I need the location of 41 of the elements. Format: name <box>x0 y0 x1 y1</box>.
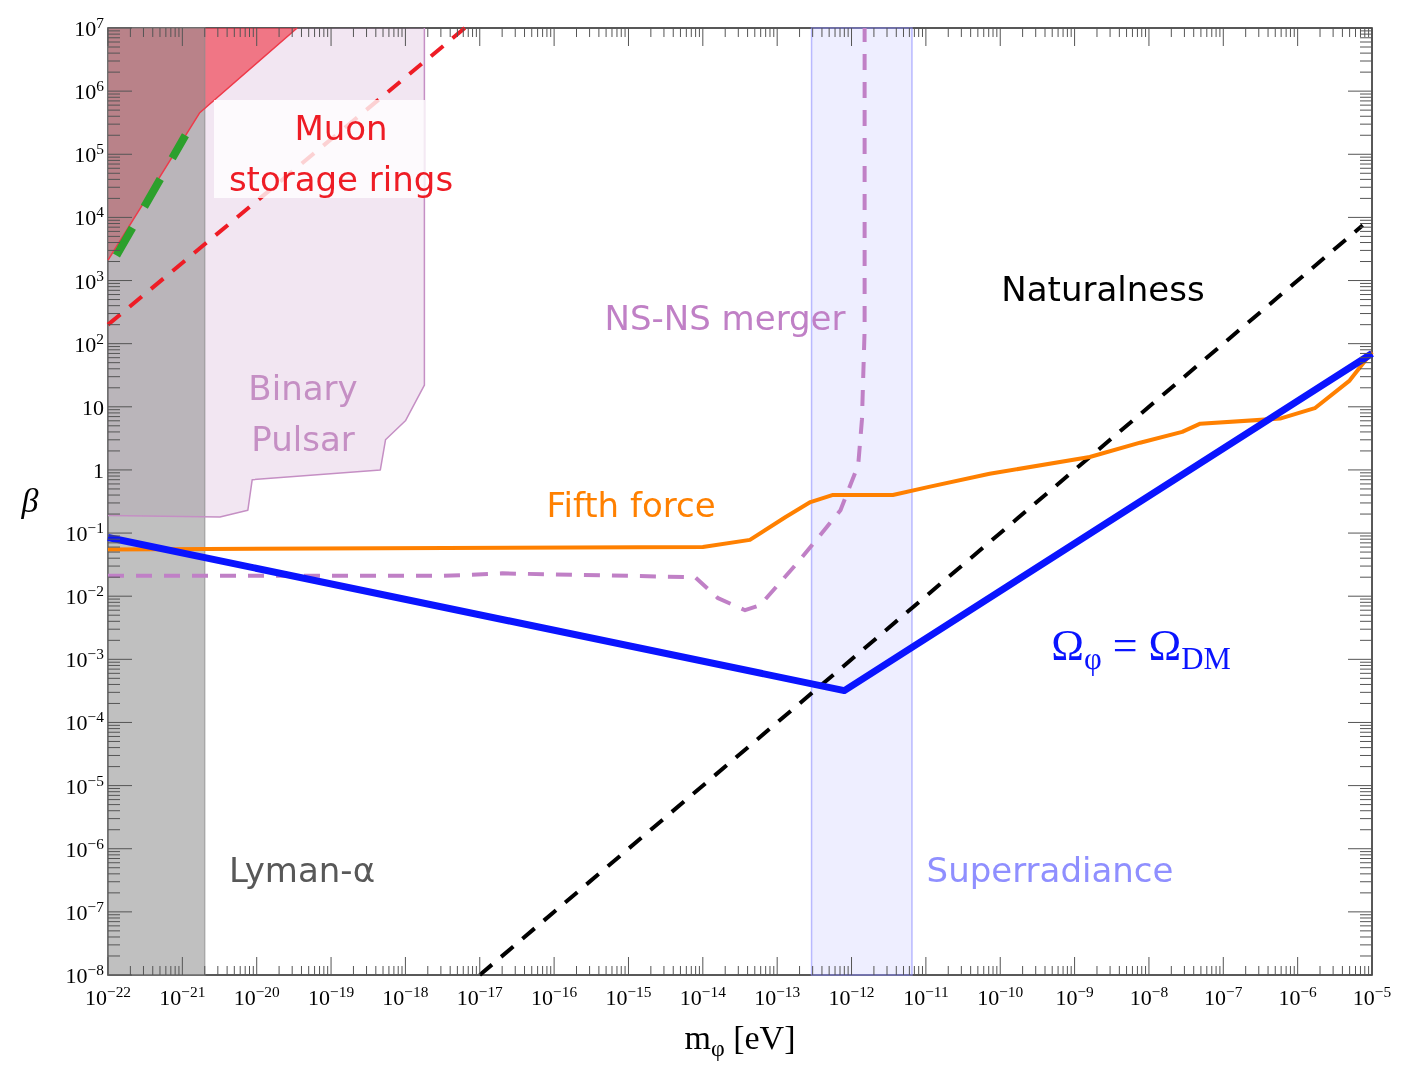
x-tick-label: 10$^{−16}$ <box>531 982 578 1010</box>
y-tick-label: 1 <box>93 457 104 483</box>
y-tick-label: 10$^{3}$ <box>74 266 105 294</box>
x-tick-label: 10$^{−14}$ <box>679 982 727 1010</box>
y-tick-label: 10$^{−4}$ <box>65 708 105 736</box>
y-tick-label: 10$^{7}$ <box>74 13 105 41</box>
series-label: Binary Pulsar <box>248 368 358 459</box>
x-tick-label: 10$^{−11}$ <box>903 982 949 1010</box>
y-tick-label: 10$^{−1}$ <box>65 518 104 547</box>
y-tick-label: 10$^{2}$ <box>74 329 104 357</box>
y-tick-label: 10$^{−6}$ <box>65 834 105 862</box>
x-tick-label: 10$^{−10}$ <box>977 982 1024 1010</box>
x-tick-label: 10$^{−13}$ <box>754 982 801 1010</box>
x-axis-title: m$_{φ}$ [eV] <box>684 1019 796 1062</box>
x-tick-label: 10$^{−19}$ <box>308 982 355 1010</box>
x-tick-label: 10$^{−18}$ <box>382 982 429 1010</box>
y-tick-label: 10$^{−2}$ <box>65 581 104 610</box>
y-tick-label: 10$^{−3}$ <box>65 645 105 673</box>
x-tick-label: 10$^{−15}$ <box>605 982 652 1010</box>
y-tick-label: 10$^{6}$ <box>74 76 105 105</box>
x-tick-label: 10$^{−7}$ <box>1204 982 1243 1010</box>
band-label: Superradiance <box>926 850 1174 890</box>
x-tick-label: 10$^{−12}$ <box>828 982 875 1010</box>
series-label: Fifth force <box>546 485 716 525</box>
y-tick-label: 10$^{4}$ <box>74 203 105 231</box>
band-label: Lyman-α <box>228 850 376 890</box>
y-tick-label: 10 <box>82 394 104 420</box>
x-tick-label: 10$^{−21}$ <box>159 982 206 1010</box>
series-label: Naturalness <box>1001 269 1205 309</box>
x-tick-label: 10$^{−9}$ <box>1055 982 1095 1010</box>
x-tick-label: 10$^{−6}$ <box>1278 982 1318 1010</box>
x-tick-label: 10$^{−5}$ <box>1352 982 1392 1010</box>
x-tick-label: 10$^{−17}$ <box>456 982 504 1010</box>
series-label: Ω$_{φ}$ = Ω$_{DM}$ <box>1051 621 1231 677</box>
x-tick-label: 10$^{−20}$ <box>233 982 281 1010</box>
y-tick-label: 10$^{−7}$ <box>65 897 105 925</box>
y-axis-title: β <box>20 481 39 519</box>
series-label: Muon storage rings <box>228 108 454 199</box>
x-tick-label: 10$^{−8}$ <box>1129 982 1169 1010</box>
y-tick-label: 10$^{5}$ <box>74 140 105 168</box>
y-tick-label: 10$^{−5}$ <box>65 771 105 799</box>
